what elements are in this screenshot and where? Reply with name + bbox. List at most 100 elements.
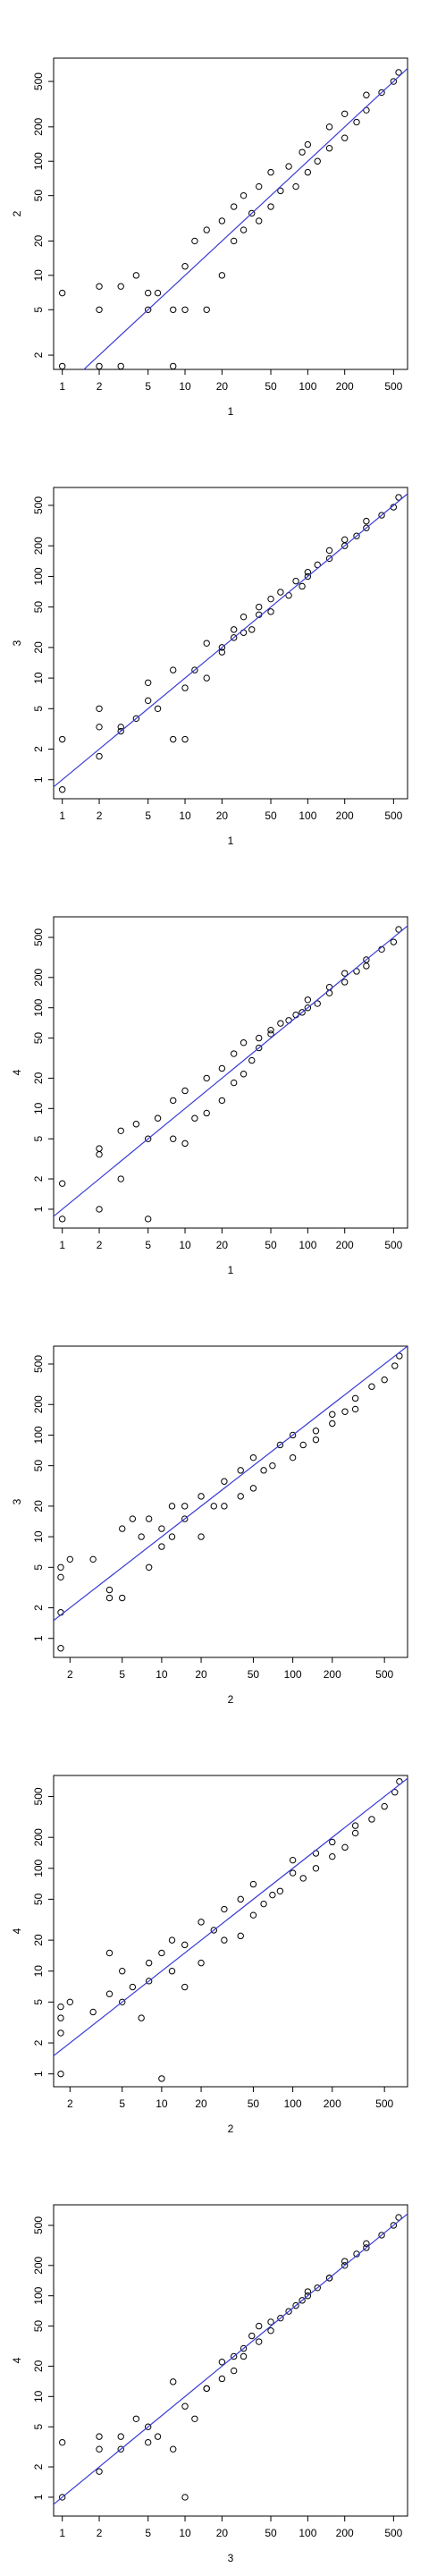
point [248,1056,256,1064]
point [276,1887,284,1894]
point [181,306,189,313]
point [58,786,66,793]
point [170,1135,177,1142]
point [249,1485,257,1492]
y-tick-label: 5 [32,1136,45,1142]
point [378,2232,385,2239]
y-tick-label: 200 [32,117,45,135]
x-tick-label: 100 [299,380,316,393]
x-tick-label: 50 [265,380,277,393]
point [181,1941,189,1949]
points [58,494,402,793]
point [210,1927,217,1934]
point [277,1020,284,1027]
point [144,1135,152,1142]
x-tick-label: 500 [375,2097,393,2110]
point [154,289,162,297]
point [198,1533,205,1540]
point [299,582,306,590]
point [58,735,66,743]
x-tick-label: 2 [97,809,103,822]
point [154,705,162,713]
point [395,494,402,501]
point [230,2352,238,2360]
point [256,2322,263,2330]
point [158,2075,165,2082]
point [363,962,370,970]
point [329,1411,336,1418]
point [289,1431,297,1439]
point [378,89,385,97]
y-tick-label: 20 [32,641,45,654]
fit-line [82,67,408,369]
point [154,1114,162,1122]
scatter-panel: 1 2 5 10 20 50 100 200 500 1 2 5 10 20 50 100 200 500 3 4 [11,2204,408,2564]
point [277,589,284,596]
fit-group [54,493,408,788]
point [119,1998,126,2006]
x-tick-label: 5 [145,2527,151,2539]
y-tick-label: 50 [32,1893,45,1905]
point [191,237,198,245]
point [395,926,402,933]
point [341,979,349,986]
point [170,1097,177,1105]
point [314,1000,321,1007]
fit-group [54,1777,408,2057]
plot-frame [53,2204,408,2517]
y-tick-label: 50 [32,1460,45,1472]
point [363,956,370,963]
point [221,1936,228,1944]
plot-frame [53,487,408,800]
point [363,2240,370,2248]
y-axis-label: 4 [11,2357,23,2363]
point [267,203,274,210]
y-tick-label: 10 [32,672,45,684]
point [119,1525,126,1532]
point [381,1376,388,1384]
y-tick-label: 500 [32,496,45,514]
point [248,2332,256,2340]
x-tick-label: 1 [59,380,65,393]
point [325,123,333,131]
y-tick-label: 2 [32,2463,45,2470]
point [267,608,274,615]
point [351,1829,359,1837]
point [341,1408,349,1415]
point [353,118,360,126]
x-tick-label: 50 [265,1239,277,1251]
x-tick-label: 20 [216,1239,229,1251]
y-tick-label: 10 [32,1102,45,1114]
y-tick-label: 1 [32,776,45,783]
x-tick-label: 500 [384,2527,402,2539]
point [260,1467,267,1474]
point [117,283,124,290]
point [144,2438,152,2446]
point [391,1789,399,1796]
point [341,1843,349,1852]
point [256,1044,263,1052]
x-axis-label: 3 [228,2552,234,2564]
point [58,1180,66,1187]
point [353,532,360,539]
points [57,1352,403,1652]
y-tick-label: 50 [32,2320,45,2333]
point [132,715,140,723]
x-tick-label: 100 [284,1668,302,1681]
x-tick-label: 200 [336,809,354,822]
point [341,2258,349,2265]
point [256,217,263,225]
point [292,182,299,191]
point [267,168,274,176]
y-tick-label: 10 [32,1965,45,1978]
point [129,1983,137,1991]
point [57,2014,64,2021]
point [230,1050,238,1057]
y-tick-label: 200 [32,1828,45,1846]
y-tick-label: 100 [32,2286,45,2304]
points [58,69,402,369]
point [57,2070,64,2078]
point [351,1822,359,1829]
point [117,2433,124,2440]
point [363,517,370,525]
